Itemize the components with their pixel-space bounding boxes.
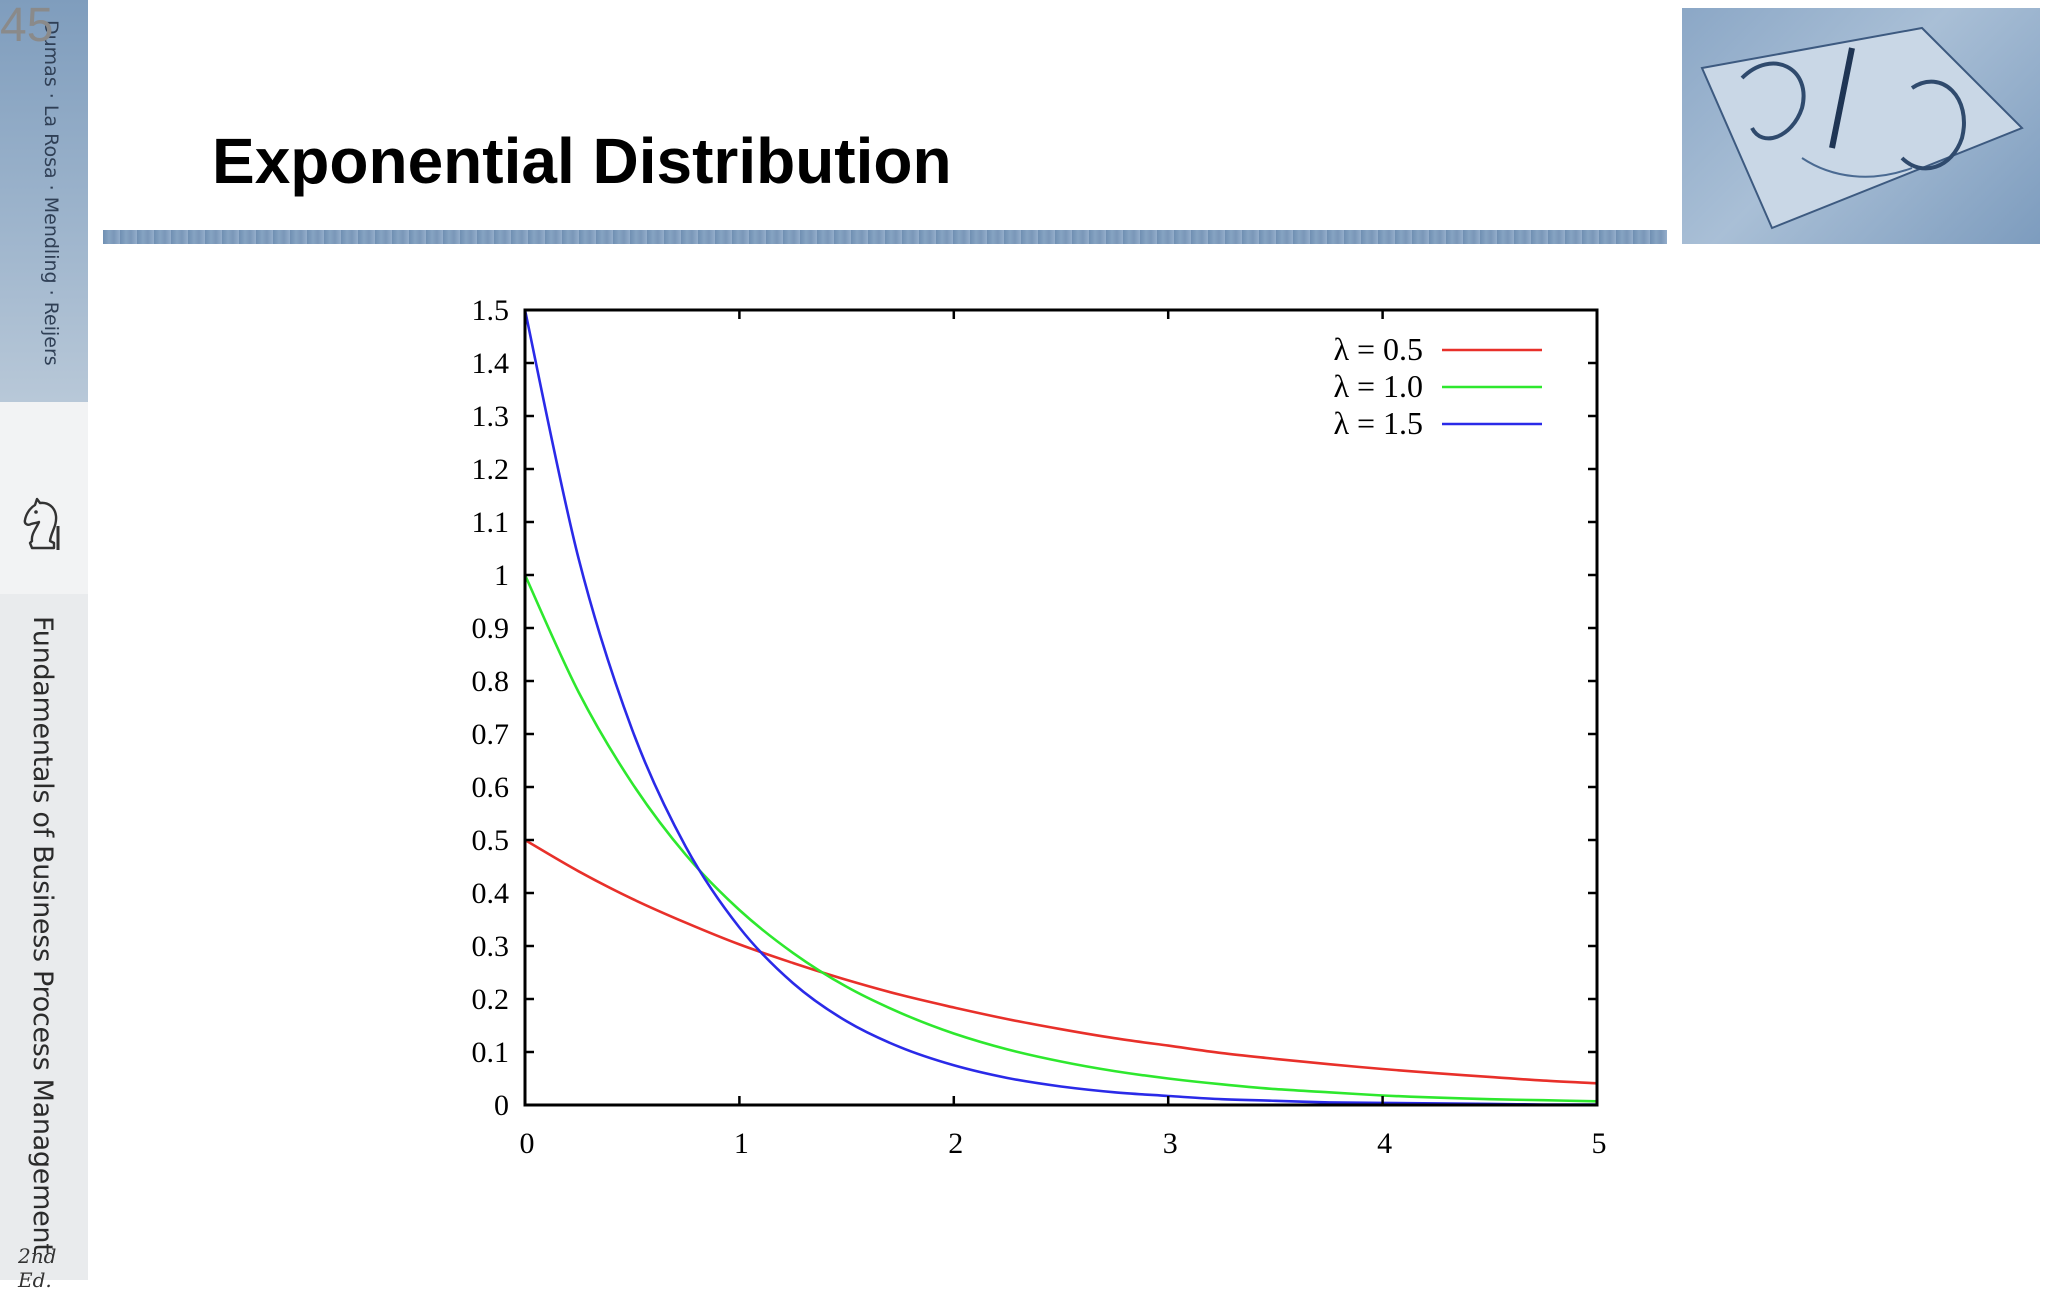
y-tick-label: 0.1 [472, 1036, 510, 1069]
legend-label-3: λ = 1.5 [1333, 405, 1423, 441]
y-tick-label: 0.9 [472, 612, 510, 645]
sidebar-bottom-band [0, 594, 88, 1280]
y-tick-label: 1.4 [472, 347, 510, 380]
exponential-distribution-chart: 0 0.1 0.2 0.3 0.4 0.5 0.6 0.7 0.8 0.9 1 1.1 1.2 1.3 1.… [472, 294, 1607, 1160]
y-tick-label: 0.3 [472, 930, 510, 963]
y-tick-label: 1.2 [472, 453, 510, 486]
title-divider [103, 230, 1667, 244]
x-tick-label: 3 [1163, 1127, 1178, 1160]
y-tick-label: 0.2 [472, 983, 510, 1016]
y-tick-label: 1.1 [472, 506, 510, 539]
plot-frame [523, 308, 1599, 1107]
y-tick-label: 1.5 [472, 294, 510, 327]
sidebar-book-title: Fundamentals of Business Process Managem… [27, 616, 58, 1254]
series-line-1 [524, 838, 1598, 1085]
sidebar-logo-band [0, 402, 88, 594]
header-illustration [1682, 8, 2040, 244]
y-tick-label: 0 [494, 1089, 509, 1122]
sidebar-authors: Dumas · La Rosa · Mendling · Reijers [40, 20, 62, 366]
y-tick-label: 1.3 [472, 400, 510, 433]
slide-title: Exponential Distribution [212, 125, 952, 197]
sidebar-edition: 2nd Ed. [18, 1244, 57, 1292]
x-tick-label: 0 [520, 1127, 535, 1160]
hands-drawing-illustration [1700, 26, 2024, 230]
y-tick-label: 0.5 [472, 824, 510, 857]
y-tick-label: 0.6 [472, 771, 510, 804]
x-tick-label: 1 [734, 1127, 749, 1160]
knight-chess-piece-icon [23, 497, 60, 550]
slide-number: 45 [0, 0, 54, 52]
series-line-2 [523, 574, 1598, 1103]
y-tick-label: 1 [494, 559, 509, 592]
y-tick-label: 0.7 [472, 718, 510, 751]
legend-label-1: λ = 0.5 [1333, 331, 1423, 367]
y-tick-label: 0.8 [472, 665, 510, 698]
book-sidebar: Dumas · La Rosa · Mendling · Reijers Fun… [0, 0, 88, 1292]
sidebar-top-band [0, 0, 88, 402]
x-tick-label: 4 [1377, 1127, 1392, 1160]
y-tick-label: 0.4 [472, 877, 510, 910]
series-line-3 [523, 309, 1598, 1106]
x-tick-label: 5 [1592, 1127, 1607, 1160]
legend-label-2: λ = 1.0 [1333, 368, 1423, 404]
x-tick-label: 2 [948, 1127, 963, 1160]
